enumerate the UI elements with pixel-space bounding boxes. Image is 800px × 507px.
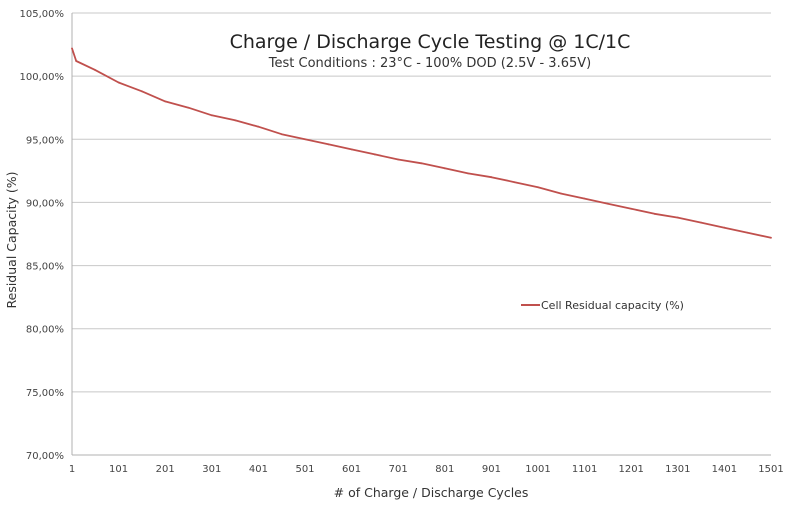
data-point: [304, 138, 306, 141]
data-point: [583, 197, 586, 200]
x-axis-label: # of Charge / Discharge Cycles: [334, 485, 529, 500]
data-point: [607, 202, 609, 205]
chart-title: Charge / Discharge Cycle Testing @ 1C/1C: [230, 31, 631, 53]
data-point: [187, 106, 190, 109]
x-axis-ticks: 1 101 201 301 401 501 601 701 801 901 1001 1101 1201…: [69, 464, 784, 475]
x-tick-label: 801: [435, 464, 454, 475]
data-point: [420, 162, 423, 165]
data-point: [164, 100, 167, 103]
data-point: [350, 148, 353, 151]
data-point: [327, 143, 330, 146]
y-axis-label: Residual Capacity (%): [4, 172, 19, 309]
data-point: [560, 192, 563, 195]
x-tick-label: 401: [249, 464, 268, 475]
data-point: [676, 216, 679, 219]
y-tick-label: 80,00%: [26, 325, 64, 336]
data-point: [117, 81, 120, 84]
y-tick-label: 100,00%: [20, 72, 65, 83]
x-tick-label: 1201: [618, 464, 643, 475]
data-point: [467, 172, 469, 175]
x-tick-label: 501: [295, 464, 314, 475]
data-point: [490, 176, 493, 179]
legend: Cell Residual capacity (%): [521, 299, 684, 312]
x-tick-label: 301: [202, 464, 221, 475]
x-tick-label: 901: [482, 464, 501, 475]
data-point: [443, 167, 446, 170]
data-point: [630, 207, 633, 210]
data-point: [723, 226, 726, 229]
data-point: [374, 153, 376, 156]
data-point: [71, 47, 73, 50]
x-tick-label: 1401: [712, 464, 737, 475]
data-point: [234, 119, 237, 122]
data-point: [257, 125, 260, 128]
series-layer: [71, 47, 772, 239]
data-point: [746, 231, 749, 234]
data-point: [93, 68, 96, 71]
x-tick-label: 1: [69, 464, 75, 475]
x-tick-label: 101: [109, 464, 128, 475]
x-tick-label: 1101: [572, 464, 597, 475]
data-point: [653, 212, 656, 215]
data-point: [75, 60, 78, 62]
x-tick-label: 1001: [525, 464, 550, 475]
legend-label: Cell Residual capacity (%): [541, 299, 684, 312]
data-point: [397, 158, 400, 161]
data-point: [700, 221, 702, 224]
data-point: [537, 186, 539, 189]
data-point: [141, 90, 143, 93]
x-tick-label: 201: [156, 464, 175, 475]
y-tick-label: 95,00%: [26, 135, 64, 146]
data-point: [770, 236, 772, 239]
y-tick-label: 90,00%: [26, 198, 64, 209]
gridlines: [72, 12, 771, 393]
y-tick-label: 105,00%: [20, 9, 65, 20]
data-point: [280, 133, 283, 136]
chart-subtitle: Test Conditions : 23°C - 100% DOD (2.5V …: [268, 56, 591, 71]
x-tick-label: 1501: [758, 464, 783, 475]
y-tick-label: 85,00%: [26, 262, 64, 273]
x-tick-label: 601: [342, 464, 361, 475]
y-tick-label: 75,00%: [26, 388, 64, 399]
x-tick-label: 701: [389, 464, 408, 475]
x-tick-label: 1301: [665, 464, 690, 475]
data-point: [513, 181, 516, 184]
series-line-0: [71, 48, 772, 239]
data-point: [210, 114, 213, 117]
y-tick-label: 70,00%: [26, 451, 64, 462]
y-axis-ticks: 70,00% 75,00% 80,00% 85,00% 90,00% 95,00% 100,…: [20, 9, 65, 462]
